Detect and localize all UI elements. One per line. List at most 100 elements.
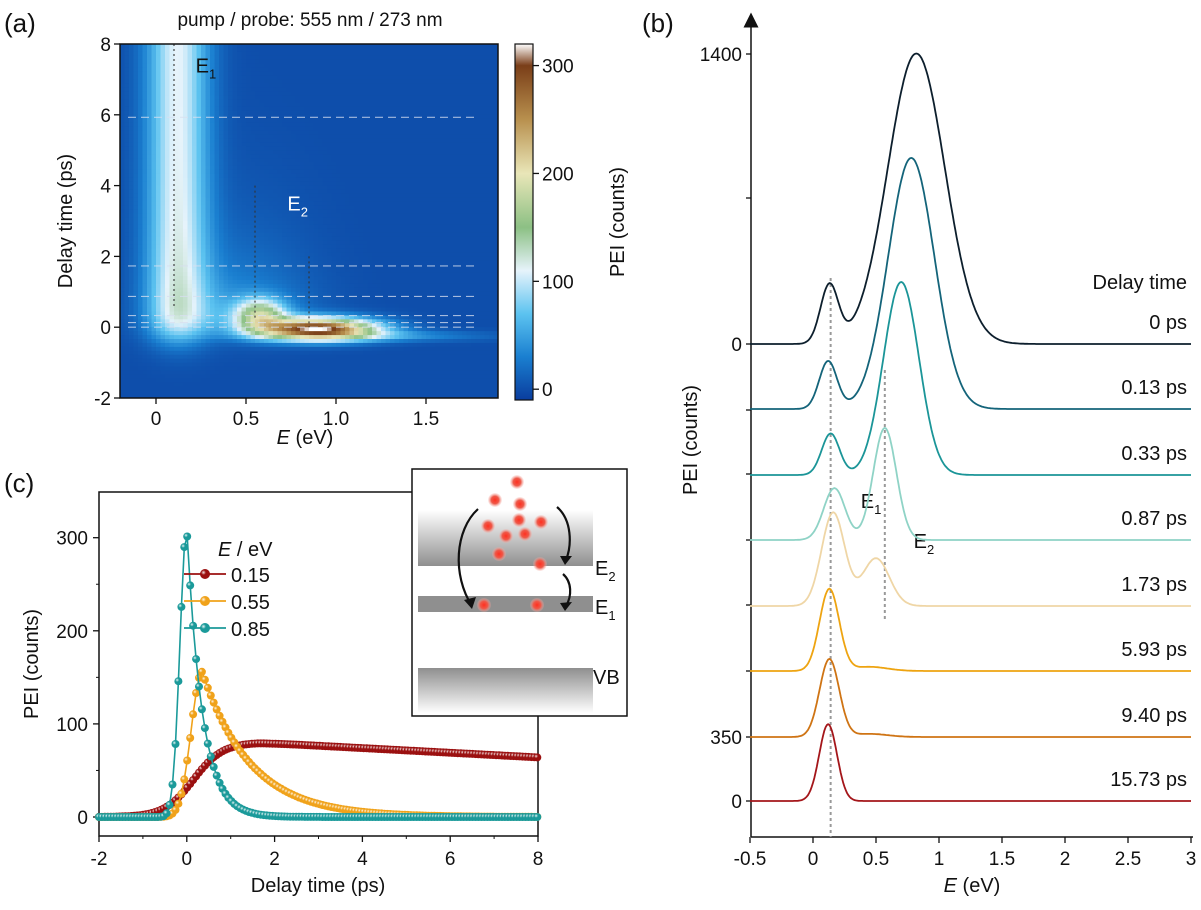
heatmap-cell xyxy=(174,228,180,234)
heatmap-cell xyxy=(138,79,144,84)
heatmap-cell xyxy=(295,291,301,297)
heatmap-cell xyxy=(142,327,148,332)
heatmap-cell xyxy=(192,181,198,187)
heatmap-cell xyxy=(358,228,364,234)
heatmap-cell xyxy=(241,51,247,57)
heatmap-cell xyxy=(192,55,198,61)
heatmap-cell xyxy=(133,217,139,222)
heatmap-cell xyxy=(313,213,319,218)
heatmap-cell xyxy=(349,228,355,234)
heatmap-cell xyxy=(318,51,324,57)
heatmap-cell xyxy=(282,307,288,313)
heatmap-cell xyxy=(192,110,198,116)
heatmap-cell xyxy=(219,91,225,96)
heatmap-cell xyxy=(192,217,198,222)
heatmap-cell xyxy=(327,95,333,100)
heatmap-cell xyxy=(237,87,243,92)
heatmap-cell xyxy=(250,150,256,155)
heatmap-cell xyxy=(165,323,171,328)
heatmap-cell xyxy=(318,221,324,226)
heatmap-cell xyxy=(205,354,211,360)
heatmap-cell xyxy=(259,228,265,234)
heatmap-cell xyxy=(255,366,261,372)
heatmap-cell xyxy=(210,248,216,254)
heatmap-cell xyxy=(228,228,234,234)
heatmap-cell xyxy=(174,366,180,372)
heatmap-cell xyxy=(124,59,130,65)
heatmap-cell xyxy=(345,335,351,340)
heatmap-cell xyxy=(241,59,247,65)
heatmap-cell xyxy=(174,114,180,120)
heatmap-cell xyxy=(120,63,126,69)
heatmap-cell xyxy=(138,118,144,124)
heatmap-cell xyxy=(196,197,202,202)
heatmap-cell xyxy=(363,205,369,210)
heatmap-cell xyxy=(214,181,220,187)
heatmap-cell xyxy=(223,118,229,124)
heatmap-cell xyxy=(196,323,202,328)
heatmap-cell xyxy=(273,193,279,198)
heatmap-cell xyxy=(273,248,279,254)
heatmap-cell xyxy=(210,311,216,316)
heatmap-cell xyxy=(241,252,247,257)
heatmap-cell xyxy=(367,138,373,143)
heatmap-cell xyxy=(349,323,355,328)
heatmap-cell xyxy=(273,185,279,191)
heatmap-cell xyxy=(331,370,337,375)
heatmap-cell xyxy=(142,342,148,348)
heatmap-cell xyxy=(354,232,360,238)
heatmap-cell xyxy=(277,173,283,179)
heatmap-cell xyxy=(241,319,247,324)
heatmap-cell xyxy=(282,272,288,277)
heatmap-cell xyxy=(169,311,175,316)
heatmap-cell xyxy=(268,276,274,281)
heatmap-cell xyxy=(268,382,274,387)
heatmap-cell xyxy=(120,169,126,175)
heatmap-cell xyxy=(277,276,283,281)
heatmap-cell xyxy=(138,323,144,328)
heatmap-cell xyxy=(250,99,256,104)
heatmap-cell xyxy=(210,291,216,297)
heatmap-cell xyxy=(286,201,292,206)
heatmap-cell xyxy=(205,138,211,143)
heatmap-cell xyxy=(250,67,256,73)
heatmap-cell xyxy=(331,339,337,344)
heatmap-cell xyxy=(138,303,144,309)
heatmap-cell xyxy=(174,378,180,383)
heatmap-cell xyxy=(201,221,207,226)
heatmap-cell xyxy=(151,280,157,285)
heatmap-cell xyxy=(313,358,319,364)
heatmap-cell xyxy=(277,228,283,234)
heatmap-cell xyxy=(223,209,229,214)
heatmap-cell xyxy=(268,319,274,324)
heatmap-cell xyxy=(210,323,216,328)
heatmap-cell xyxy=(232,339,238,344)
heatmap-cell xyxy=(232,75,238,80)
heatmap-cell xyxy=(210,189,216,195)
heatmap-cell xyxy=(318,150,324,155)
heatmap-cell xyxy=(228,162,234,167)
heatmap-cell xyxy=(219,63,225,69)
heatmap-cell xyxy=(358,335,364,340)
heatmap-cell xyxy=(192,382,198,387)
heatmap-cell xyxy=(282,142,288,147)
heatmap-cell xyxy=(156,276,162,281)
heatmap-cell xyxy=(331,358,337,364)
heatmap-cell xyxy=(174,248,180,254)
heatmap-cell xyxy=(129,232,135,238)
heatmap-cell xyxy=(138,339,144,344)
heatmap-cell xyxy=(367,169,373,175)
heatmap-cell xyxy=(250,106,256,112)
heatmap-cell xyxy=(223,177,229,183)
heatmap-cell xyxy=(295,79,301,84)
heatmap-cell xyxy=(345,87,351,92)
heatmap-cell xyxy=(205,358,211,364)
heatmap-cell xyxy=(219,99,225,104)
heatmap-cell xyxy=(147,244,153,250)
heatmap-cell xyxy=(192,323,198,328)
heatmap-cell xyxy=(345,189,351,195)
heatmap-cell xyxy=(124,295,130,301)
heatmap-cell xyxy=(178,390,184,395)
heatmap-cell xyxy=(282,268,288,273)
heatmap-cell xyxy=(331,240,337,246)
